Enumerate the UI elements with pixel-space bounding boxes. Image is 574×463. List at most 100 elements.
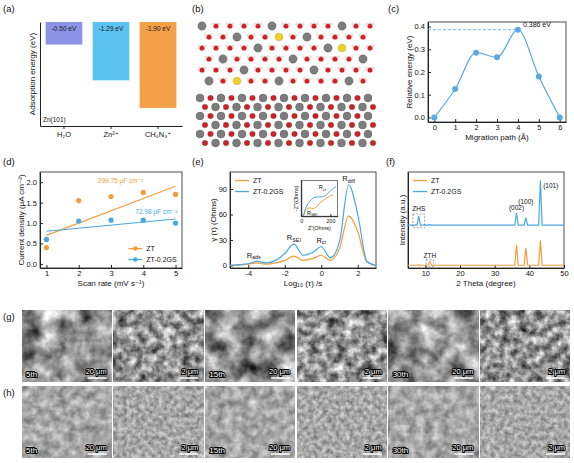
- atom: [330, 67, 333, 70]
- axis-title: Relative energy (eV): [405, 35, 414, 108]
- atom: [238, 94, 246, 102]
- tick-label: 2: [475, 123, 479, 132]
- atom: [343, 130, 351, 138]
- atom: [280, 94, 288, 102]
- marker: [141, 218, 146, 223]
- atom: [359, 34, 362, 37]
- scale-bar: [454, 377, 473, 379]
- micrograph: [297, 310, 387, 382]
- tick: -2: [282, 265, 289, 278]
- legend-label: ZT-0.2GS: [253, 188, 284, 195]
- atom: [296, 23, 299, 26]
- axis: H₂OZn²⁺CH₆N₃⁺: [41, 126, 183, 139]
- panel-label: (b): [192, 3, 204, 14]
- atom: [217, 112, 225, 120]
- tick-label: 0: [223, 261, 227, 270]
- tick-label: 1.5: [27, 199, 37, 208]
- tile-label: 5th: [26, 446, 37, 455]
- atom: [355, 95, 361, 101]
- atom: [225, 78, 228, 81]
- tick: H₂O: [57, 126, 71, 139]
- micrograph: [22, 310, 112, 382]
- tick: 1: [45, 265, 49, 278]
- atom: [355, 131, 361, 137]
- inset-plot: [303, 186, 336, 216]
- scale-label: 2 μm: [548, 443, 565, 452]
- annotation: ZTH: [424, 252, 437, 259]
- atom: [261, 56, 264, 59]
- axis-title: Z'(Ohms): [308, 225, 331, 231]
- atom: [313, 113, 319, 119]
- tick-label: 40: [526, 269, 534, 278]
- marker: [44, 245, 49, 250]
- atom: [253, 56, 256, 59]
- atom: [247, 56, 250, 59]
- scale-bar: [88, 377, 107, 379]
- atom: [268, 45, 271, 48]
- tile-label: 15th: [209, 370, 225, 379]
- tick-label: 50: [560, 269, 568, 278]
- legend-swatch: [235, 180, 249, 181]
- tick-mark: [497, 119, 498, 122]
- tick-label: 30: [491, 269, 499, 278]
- tick-label: 30: [219, 236, 227, 245]
- atom: [271, 95, 277, 101]
- line: [230, 216, 376, 265]
- atom: [364, 94, 372, 102]
- annotation: 72.98 μF cm⁻²: [135, 208, 178, 216]
- atom: [217, 94, 225, 102]
- data-label: -1.90 eV: [146, 25, 171, 32]
- atom: [286, 104, 292, 110]
- atom: [331, 78, 334, 81]
- panel-label: (d): [3, 156, 15, 167]
- atom: [254, 121, 262, 129]
- scale-label: 20 μm: [86, 443, 107, 452]
- tick: 2: [475, 119, 479, 132]
- scale-bar: [179, 453, 198, 455]
- annotation: 0.386 eV: [523, 21, 551, 28]
- atom: [254, 139, 262, 147]
- tick: 0.3: [415, 45, 431, 54]
- atom: [202, 122, 208, 128]
- axis-title: Current density (μA cm⁻²): [17, 174, 26, 265]
- axis-title: γ (τ) (Ohms): [209, 198, 218, 242]
- atom: [271, 113, 277, 119]
- atom: [302, 45, 305, 48]
- legend: ZTZT-0.2GS: [128, 245, 177, 263]
- annotation: (100): [518, 198, 533, 206]
- figure: H₂OZn²⁺CH₆N₃⁺Adsorption energy (eV)-0.50…: [0, 0, 574, 463]
- atom: [358, 67, 361, 70]
- atom: [204, 67, 207, 70]
- tick: 40: [526, 265, 534, 278]
- tick: 200: [326, 214, 335, 224]
- atom: [232, 67, 235, 70]
- atom: [223, 140, 229, 146]
- atom: [265, 122, 271, 128]
- tick: 20: [456, 265, 464, 278]
- atom: [219, 34, 222, 37]
- bar: [93, 22, 130, 80]
- atom: [323, 34, 326, 37]
- tick-label: 60: [219, 210, 227, 219]
- atom: [198, 22, 206, 30]
- atom: [345, 34, 348, 37]
- atom: [349, 140, 355, 146]
- annotation: Zn(101): [43, 116, 66, 124]
- tick-label: 0.1: [415, 91, 425, 100]
- tick-label: H₂O: [57, 130, 71, 139]
- atom: [365, 34, 368, 37]
- atom: [286, 122, 292, 128]
- atom: [316, 45, 319, 48]
- micrograph: [114, 310, 204, 382]
- atom: [364, 112, 372, 120]
- atom: [260, 23, 263, 26]
- tick-mark: [330, 214, 331, 216]
- axis-title: Migration path (Å): [465, 133, 529, 142]
- atom: [370, 140, 376, 146]
- atom: [226, 23, 229, 26]
- atom: [212, 23, 215, 26]
- panel-label: (c): [388, 3, 399, 14]
- atom: [322, 112, 330, 120]
- axis: 0200: [300, 214, 338, 224]
- inset-frame: [301, 180, 338, 216]
